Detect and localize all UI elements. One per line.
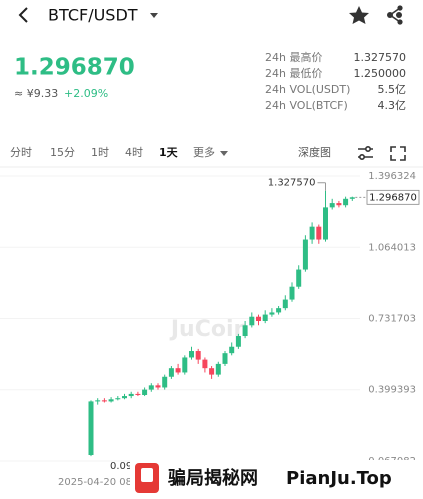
candle-body [148, 385, 154, 390]
candle-body [195, 351, 201, 360]
candle-body [296, 269, 302, 287]
back-button[interactable] [18, 7, 28, 23]
y-tick-label: 1.396324 [368, 171, 416, 182]
candle-body [349, 197, 355, 199]
candle-body [316, 226, 322, 240]
candle-body [108, 399, 114, 402]
interval-tab[interactable]: 1时 [91, 146, 109, 159]
candle-body [329, 203, 335, 208]
candle-body [336, 203, 342, 206]
stat-value: 5.5亿 [378, 83, 407, 96]
min-label: 0.09 [110, 461, 132, 472]
stat-label: 24h VOL(BTCF) [265, 99, 348, 112]
candle-body [189, 351, 194, 358]
candle-body [209, 368, 215, 375]
candle-body [289, 286, 295, 300]
y-tick-label: 0.731703 [368, 314, 416, 325]
candle-body [115, 398, 121, 400]
x-label: 2025-04-20 08 [58, 477, 132, 488]
max-label: 1.327570 [268, 178, 316, 189]
candle-body [302, 239, 308, 270]
candle-body [168, 368, 174, 377]
share-icon[interactable] [387, 5, 403, 25]
stat-label: 24h VOL(USDT) [265, 83, 350, 96]
candle-body [235, 336, 241, 347]
candle-body [282, 299, 288, 309]
interval-tab[interactable]: 1天 [159, 146, 179, 159]
candle-body [128, 393, 134, 397]
candle-body [202, 359, 208, 369]
interval-tab[interactable]: 分时 [10, 146, 32, 159]
price-change: +2.09% [64, 87, 108, 100]
interval-tab[interactable]: 4时 [125, 146, 143, 159]
overlay-site: 骗局揭秘网 [168, 467, 258, 489]
watermark: JuCoin [169, 317, 249, 342]
candle-body [101, 400, 107, 402]
candle-body [229, 346, 235, 354]
pair-caret[interactable] [150, 13, 158, 18]
candle-body [162, 376, 168, 388]
candle-body [262, 314, 268, 322]
candle-body [343, 198, 349, 206]
overlay-bg [130, 460, 423, 499]
candle-body [135, 393, 141, 395]
last-price-box [366, 189, 420, 205]
y-tick-label: 0.399393 [368, 385, 416, 396]
candle-body [309, 226, 315, 240]
candle-body [249, 316, 255, 326]
stat-value: 4.3亿 [378, 99, 407, 112]
favorite-icon[interactable] [349, 6, 369, 24]
approx-price: ≈ ¥9.33 [14, 87, 58, 100]
interval-tab[interactable]: 更多 [193, 145, 215, 159]
settings-icon[interactable] [358, 146, 373, 161]
overlay-logo-inner [141, 468, 153, 482]
interval-tab[interactable]: 15分 [50, 146, 75, 159]
pair-title[interactable]: BTCF/USDT [48, 6, 138, 25]
candle-body [122, 396, 127, 399]
candle-body [155, 385, 161, 388]
fullscreen-icon[interactable] [390, 146, 406, 161]
candle-body [95, 400, 101, 402]
candle-body [88, 401, 94, 456]
candle-body [323, 207, 328, 240]
stat-label: 24h 最高价 [265, 50, 322, 64]
more-caret [220, 151, 228, 156]
candle-body [242, 325, 248, 337]
candle-body [182, 357, 188, 373]
stat-label: 24h 最低价 [265, 67, 322, 80]
candle-body [222, 353, 228, 364]
candle-body [142, 389, 148, 395]
stat-value: 1.250000 [354, 67, 407, 80]
y-tick-label: 1.064013 [368, 242, 416, 253]
candle-body [269, 312, 275, 315]
overlay-domain: PianJu.Top [286, 468, 392, 489]
candle-body [276, 308, 282, 313]
candle-body [215, 363, 221, 375]
depth-tab[interactable]: 深度图 [298, 145, 331, 159]
candle-body [256, 316, 261, 322]
last-price-label: 1.296870 [369, 192, 417, 203]
candle-body [175, 368, 181, 373]
stat-value: 1.327570 [354, 51, 407, 64]
last-price: 1.296870 [14, 55, 135, 81]
